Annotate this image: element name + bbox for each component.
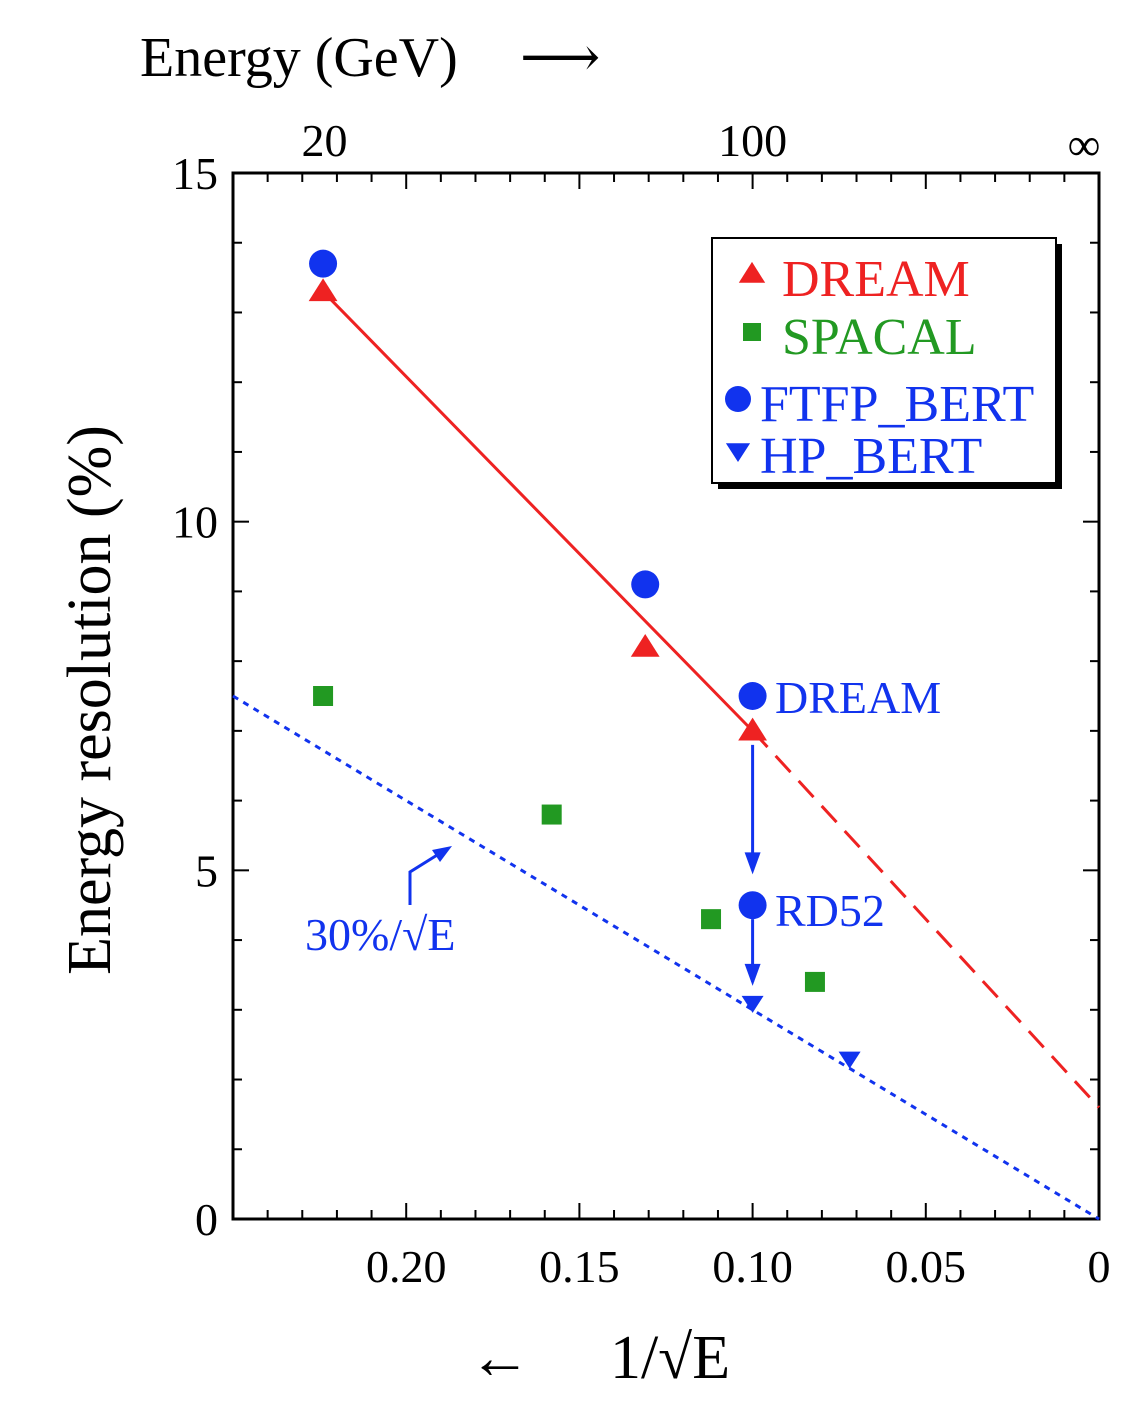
annotation-dream: DREAM: [775, 672, 941, 723]
y-tick-label: 10: [172, 497, 218, 548]
x-tick-label: 0: [1088, 1241, 1111, 1292]
x-tick-label: 0.05: [886, 1241, 967, 1292]
arrow-30-percent: [408, 850, 443, 905]
data-point-ftfp-bert: [738, 891, 767, 920]
data-point-spacal: [804, 971, 825, 992]
data-point-hp-bert: [741, 995, 764, 1013]
data-point-spacal: [313, 686, 334, 706]
axis-tick-labels: 0.20 0.15 0.10 0.05 0 0 5 10 15 20 100 ∞: [172, 115, 1111, 1292]
y-tick-label: 15: [172, 148, 218, 199]
legend-marker-spacal: [743, 323, 761, 341]
data-point-dream: [630, 633, 660, 657]
top-tick-label: 20: [301, 115, 347, 166]
axis-ticks: [233, 173, 1099, 1219]
annotation-rd52: RD52: [775, 885, 885, 936]
x-tick-label: 0.20: [366, 1241, 447, 1292]
legend-label-spacal: SPACAL: [782, 309, 977, 366]
legend-label-ftfp-bert: FTFP_BERT: [760, 376, 1034, 433]
data-point-dream: [738, 717, 767, 741]
top-axis-arrow: ⟶: [520, 27, 600, 89]
arrow-head-rd52-hp: [744, 963, 761, 986]
legend-marker-dream: [738, 261, 766, 283]
legend-box: [711, 237, 1057, 484]
fit-line-dotted: [232, 694, 1100, 1221]
data-point-spacal: [701, 909, 722, 930]
x-tick-label: 0.10: [712, 1241, 793, 1292]
x-axis-direction-arrow: ←: [469, 1324, 531, 1392]
arrow-head-dream-rd52: [744, 852, 761, 875]
legend-label-dream: DREAM: [782, 251, 970, 308]
data-point-hp-bert: [838, 1051, 861, 1069]
legend-label-hp-bert: HP_BERT: [760, 428, 982, 485]
x-axis-title: 1/√E: [610, 1324, 730, 1392]
arrow-head-30-percent: [432, 846, 452, 862]
data-point-ftfp-bert: [631, 570, 660, 599]
fit-lines: [232, 290, 1101, 1221]
fit-line-dashed: [751, 729, 1101, 1109]
x-tick-label: 0.15: [539, 1241, 620, 1292]
y-axis-title: Energy resolution (%): [56, 425, 124, 975]
annotation-30-percent: 30%/√E: [305, 909, 455, 960]
data-point-ftfp-bert: [309, 249, 338, 278]
legend-marker-hp-bert: [725, 443, 751, 462]
y-tick-label: 5: [195, 845, 218, 896]
top-tick-label: 100: [718, 115, 787, 166]
top-axis-title: Energy (GeV): [140, 27, 458, 89]
data-marks: [308, 249, 861, 1069]
annotation-arrows: [408, 744, 761, 986]
data-point-spacal: [541, 804, 562, 825]
data-point-dream: [308, 278, 338, 302]
data-point-ftfp-bert: [738, 682, 767, 710]
fit-line-solid: [321, 290, 754, 732]
legend-marker-ftfp-bert: [725, 386, 751, 412]
y-tick-label: 0: [195, 1194, 218, 1245]
top-tick-label: ∞: [1068, 119, 1101, 170]
